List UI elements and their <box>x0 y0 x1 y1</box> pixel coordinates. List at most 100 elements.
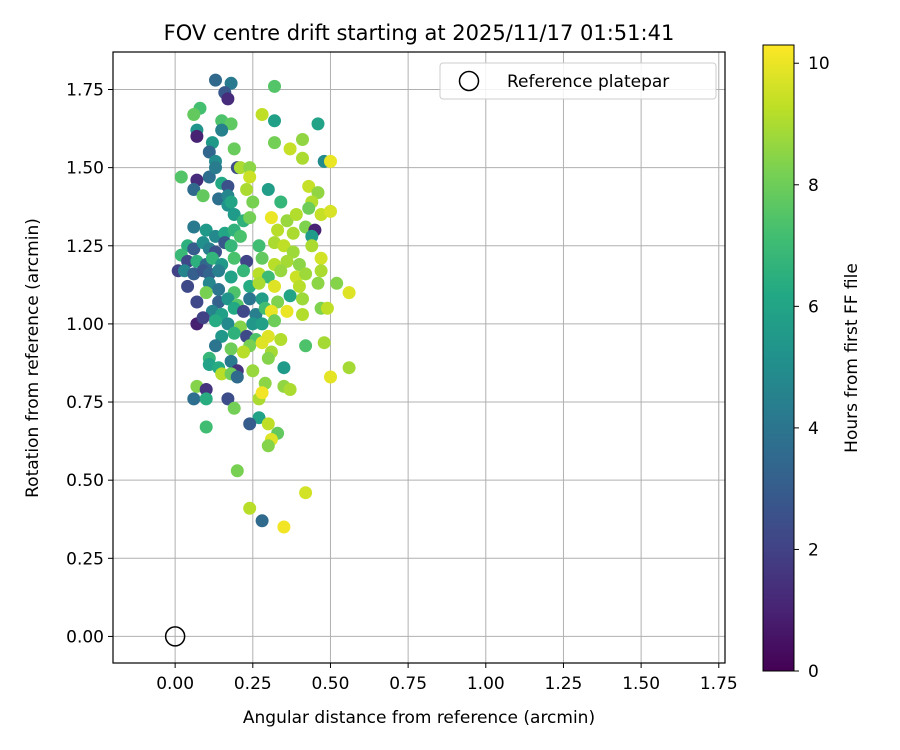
data-point <box>209 314 222 328</box>
x-tick-label: 0.50 <box>312 674 350 694</box>
data-point <box>277 361 291 375</box>
data-point <box>299 339 313 353</box>
data-point <box>292 279 306 293</box>
data-point <box>302 201 316 215</box>
data-point <box>187 242 201 256</box>
x-tick-label: 0.00 <box>156 674 194 694</box>
data-point <box>255 317 269 331</box>
data-point <box>286 245 300 259</box>
data-point <box>221 292 235 306</box>
data-point <box>296 133 309 146</box>
data-point <box>187 108 201 121</box>
y-tick-label: 0.50 <box>66 471 104 491</box>
data-point <box>330 276 344 290</box>
data-point <box>243 211 257 225</box>
data-point <box>283 142 297 156</box>
y-tick-label: 1.25 <box>66 237 104 257</box>
data-point <box>311 276 325 290</box>
data-point <box>224 239 238 253</box>
x-axis-label: Angular distance from reference (arcmin) <box>243 708 595 728</box>
data-point <box>252 239 266 253</box>
chart-title: FOV centre drift starting at 2025/11/17 … <box>164 21 675 45</box>
data-point <box>246 317 260 331</box>
data-point <box>187 183 201 196</box>
data-point <box>227 208 241 221</box>
y-tick-label: 1.50 <box>66 159 104 179</box>
data-point <box>261 351 275 365</box>
data-point <box>268 79 281 93</box>
data-point <box>274 264 288 278</box>
data-point <box>215 329 229 343</box>
data-point <box>277 239 291 253</box>
data-point <box>190 129 204 143</box>
data-point <box>268 114 281 128</box>
data-point <box>271 295 285 309</box>
data-point <box>268 314 281 328</box>
colorbar-tick-label: 4 <box>808 419 819 439</box>
data-point <box>283 289 297 303</box>
data-point <box>209 73 222 87</box>
data-point <box>237 304 250 318</box>
data-point <box>205 251 219 265</box>
data-point <box>324 154 337 168</box>
plot-frame <box>112 51 726 664</box>
data-point <box>221 92 235 106</box>
data-point <box>305 239 319 253</box>
data-point <box>299 486 313 500</box>
data-point <box>252 411 266 425</box>
data-point <box>215 367 229 381</box>
colorbar-tick-label: 0 <box>808 662 819 682</box>
x-tick-label: 1.00 <box>467 674 505 694</box>
colorbar-tick-label: 8 <box>808 176 819 196</box>
y-tick-label: 0.00 <box>66 627 104 647</box>
data-point <box>299 267 313 281</box>
data-point <box>224 195 238 209</box>
data-point <box>274 195 288 209</box>
data-point <box>215 123 229 137</box>
grid-lines <box>113 52 725 663</box>
data-point <box>255 514 269 528</box>
data-point <box>280 254 294 268</box>
data-point <box>224 270 238 284</box>
data-point <box>212 283 226 296</box>
data-point <box>324 370 337 384</box>
axis-ticks: 0.00 0.25 0.50 0.75 1.00 1.25 1.50 1.75 0.00 0.25… <box>66 81 738 694</box>
data-point <box>277 520 291 534</box>
x-tick-label: 1.50 <box>622 674 660 694</box>
colorbar-label: Hours from first FF file <box>842 263 862 453</box>
data-point <box>202 170 216 184</box>
data-point <box>243 292 257 306</box>
scatter-points <box>171 73 356 534</box>
data-point <box>261 439 275 453</box>
legend-label: Reference platepar <box>507 72 669 92</box>
data-point <box>209 339 222 353</box>
legend-box <box>439 62 717 100</box>
data-point <box>302 179 316 193</box>
data-point <box>187 392 201 406</box>
data-point <box>264 211 278 225</box>
data-point <box>311 186 325 200</box>
data-point <box>240 183 254 196</box>
colorbar: 0 2 4 6 8 10 Hours from first FF file <box>762 44 862 682</box>
data-point <box>209 161 222 175</box>
data-point <box>289 208 303 221</box>
colorbar-tick-label: 2 <box>808 540 819 560</box>
data-point <box>199 420 213 434</box>
data-point <box>246 195 260 209</box>
data-point <box>227 401 241 415</box>
data-point <box>227 142 241 156</box>
data-point <box>212 264 226 278</box>
data-point <box>246 364 260 378</box>
data-point <box>196 189 210 203</box>
data-point <box>274 333 288 346</box>
data-point <box>227 251 241 265</box>
data-point <box>243 501 257 515</box>
colorbar-tick-label: 10 <box>808 54 830 74</box>
data-point <box>261 270 275 284</box>
y-tick-label: 0.25 <box>66 549 104 569</box>
data-point <box>268 279 281 293</box>
data-point <box>224 117 238 131</box>
data-point <box>268 136 281 150</box>
